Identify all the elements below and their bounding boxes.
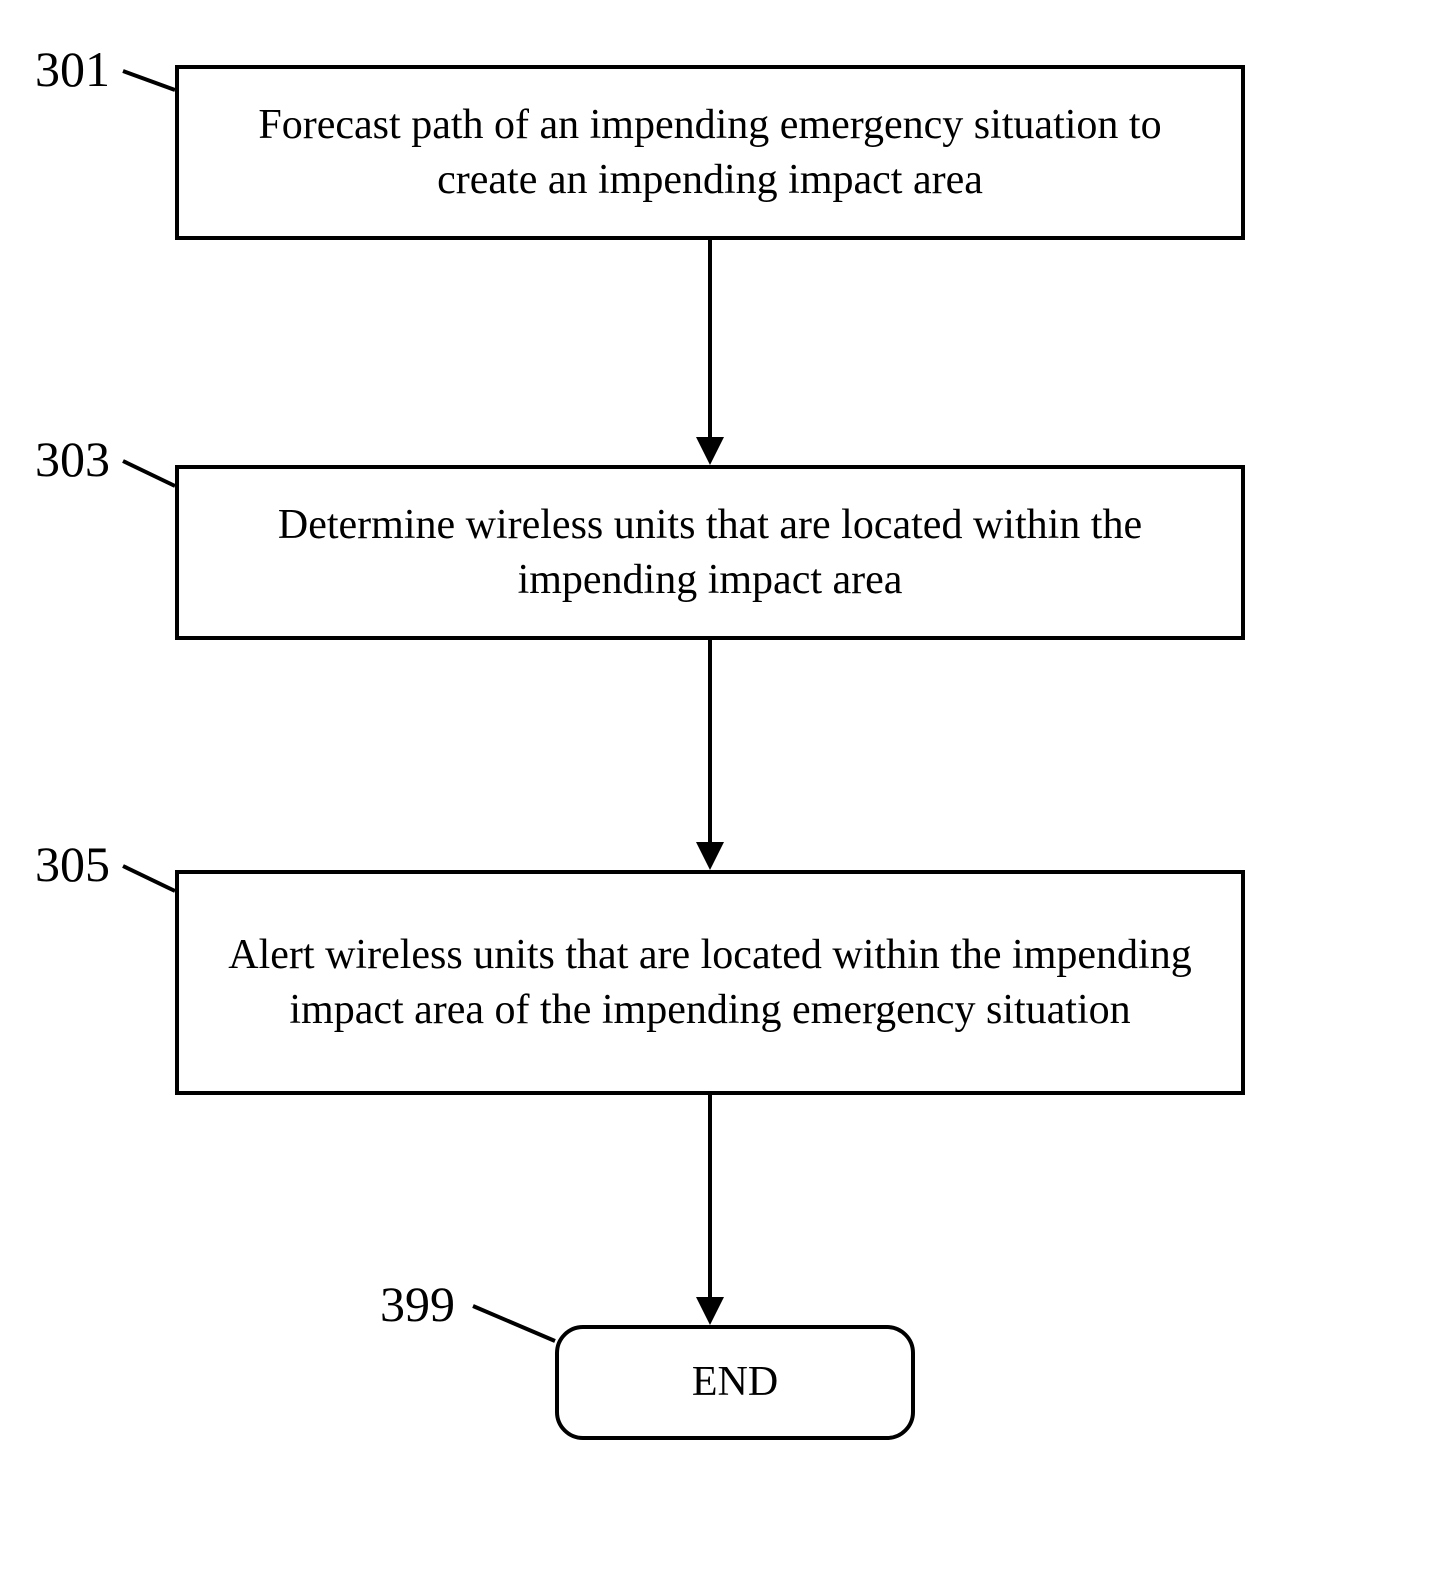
- arrow-head-icon: [696, 437, 724, 465]
- flowchart-box-end: END: [555, 1325, 915, 1440]
- leader-line-301: [120, 68, 180, 98]
- box-text: Forecast path of an impending emergency …: [209, 98, 1211, 207]
- arrow-line: [708, 1095, 712, 1297]
- box-text: Determine wireless units that are locate…: [209, 498, 1211, 607]
- flowchart-container: 301 Forecast path of an impending emerge…: [0, 0, 1432, 1594]
- arrow-head-icon: [696, 842, 724, 870]
- flowchart-box-forecast: Forecast path of an impending emergency …: [175, 65, 1245, 240]
- flowchart-box-determine: Determine wireless units that are locate…: [175, 465, 1245, 640]
- arrow-line: [708, 640, 712, 842]
- arrow-head-icon: [696, 1297, 724, 1325]
- label-305: 305: [35, 835, 110, 893]
- label-301: 301: [35, 40, 110, 98]
- label-303: 303: [35, 430, 110, 488]
- leader-line-303: [120, 458, 180, 493]
- leader-line-399: [470, 1303, 560, 1348]
- box-text: Alert wireless units that are located wi…: [209, 928, 1211, 1037]
- box-text: END: [692, 1355, 778, 1410]
- arrow-line: [708, 240, 712, 437]
- leader-line-305: [120, 863, 180, 898]
- flowchart-box-alert: Alert wireless units that are located wi…: [175, 870, 1245, 1095]
- label-399: 399: [380, 1275, 455, 1333]
